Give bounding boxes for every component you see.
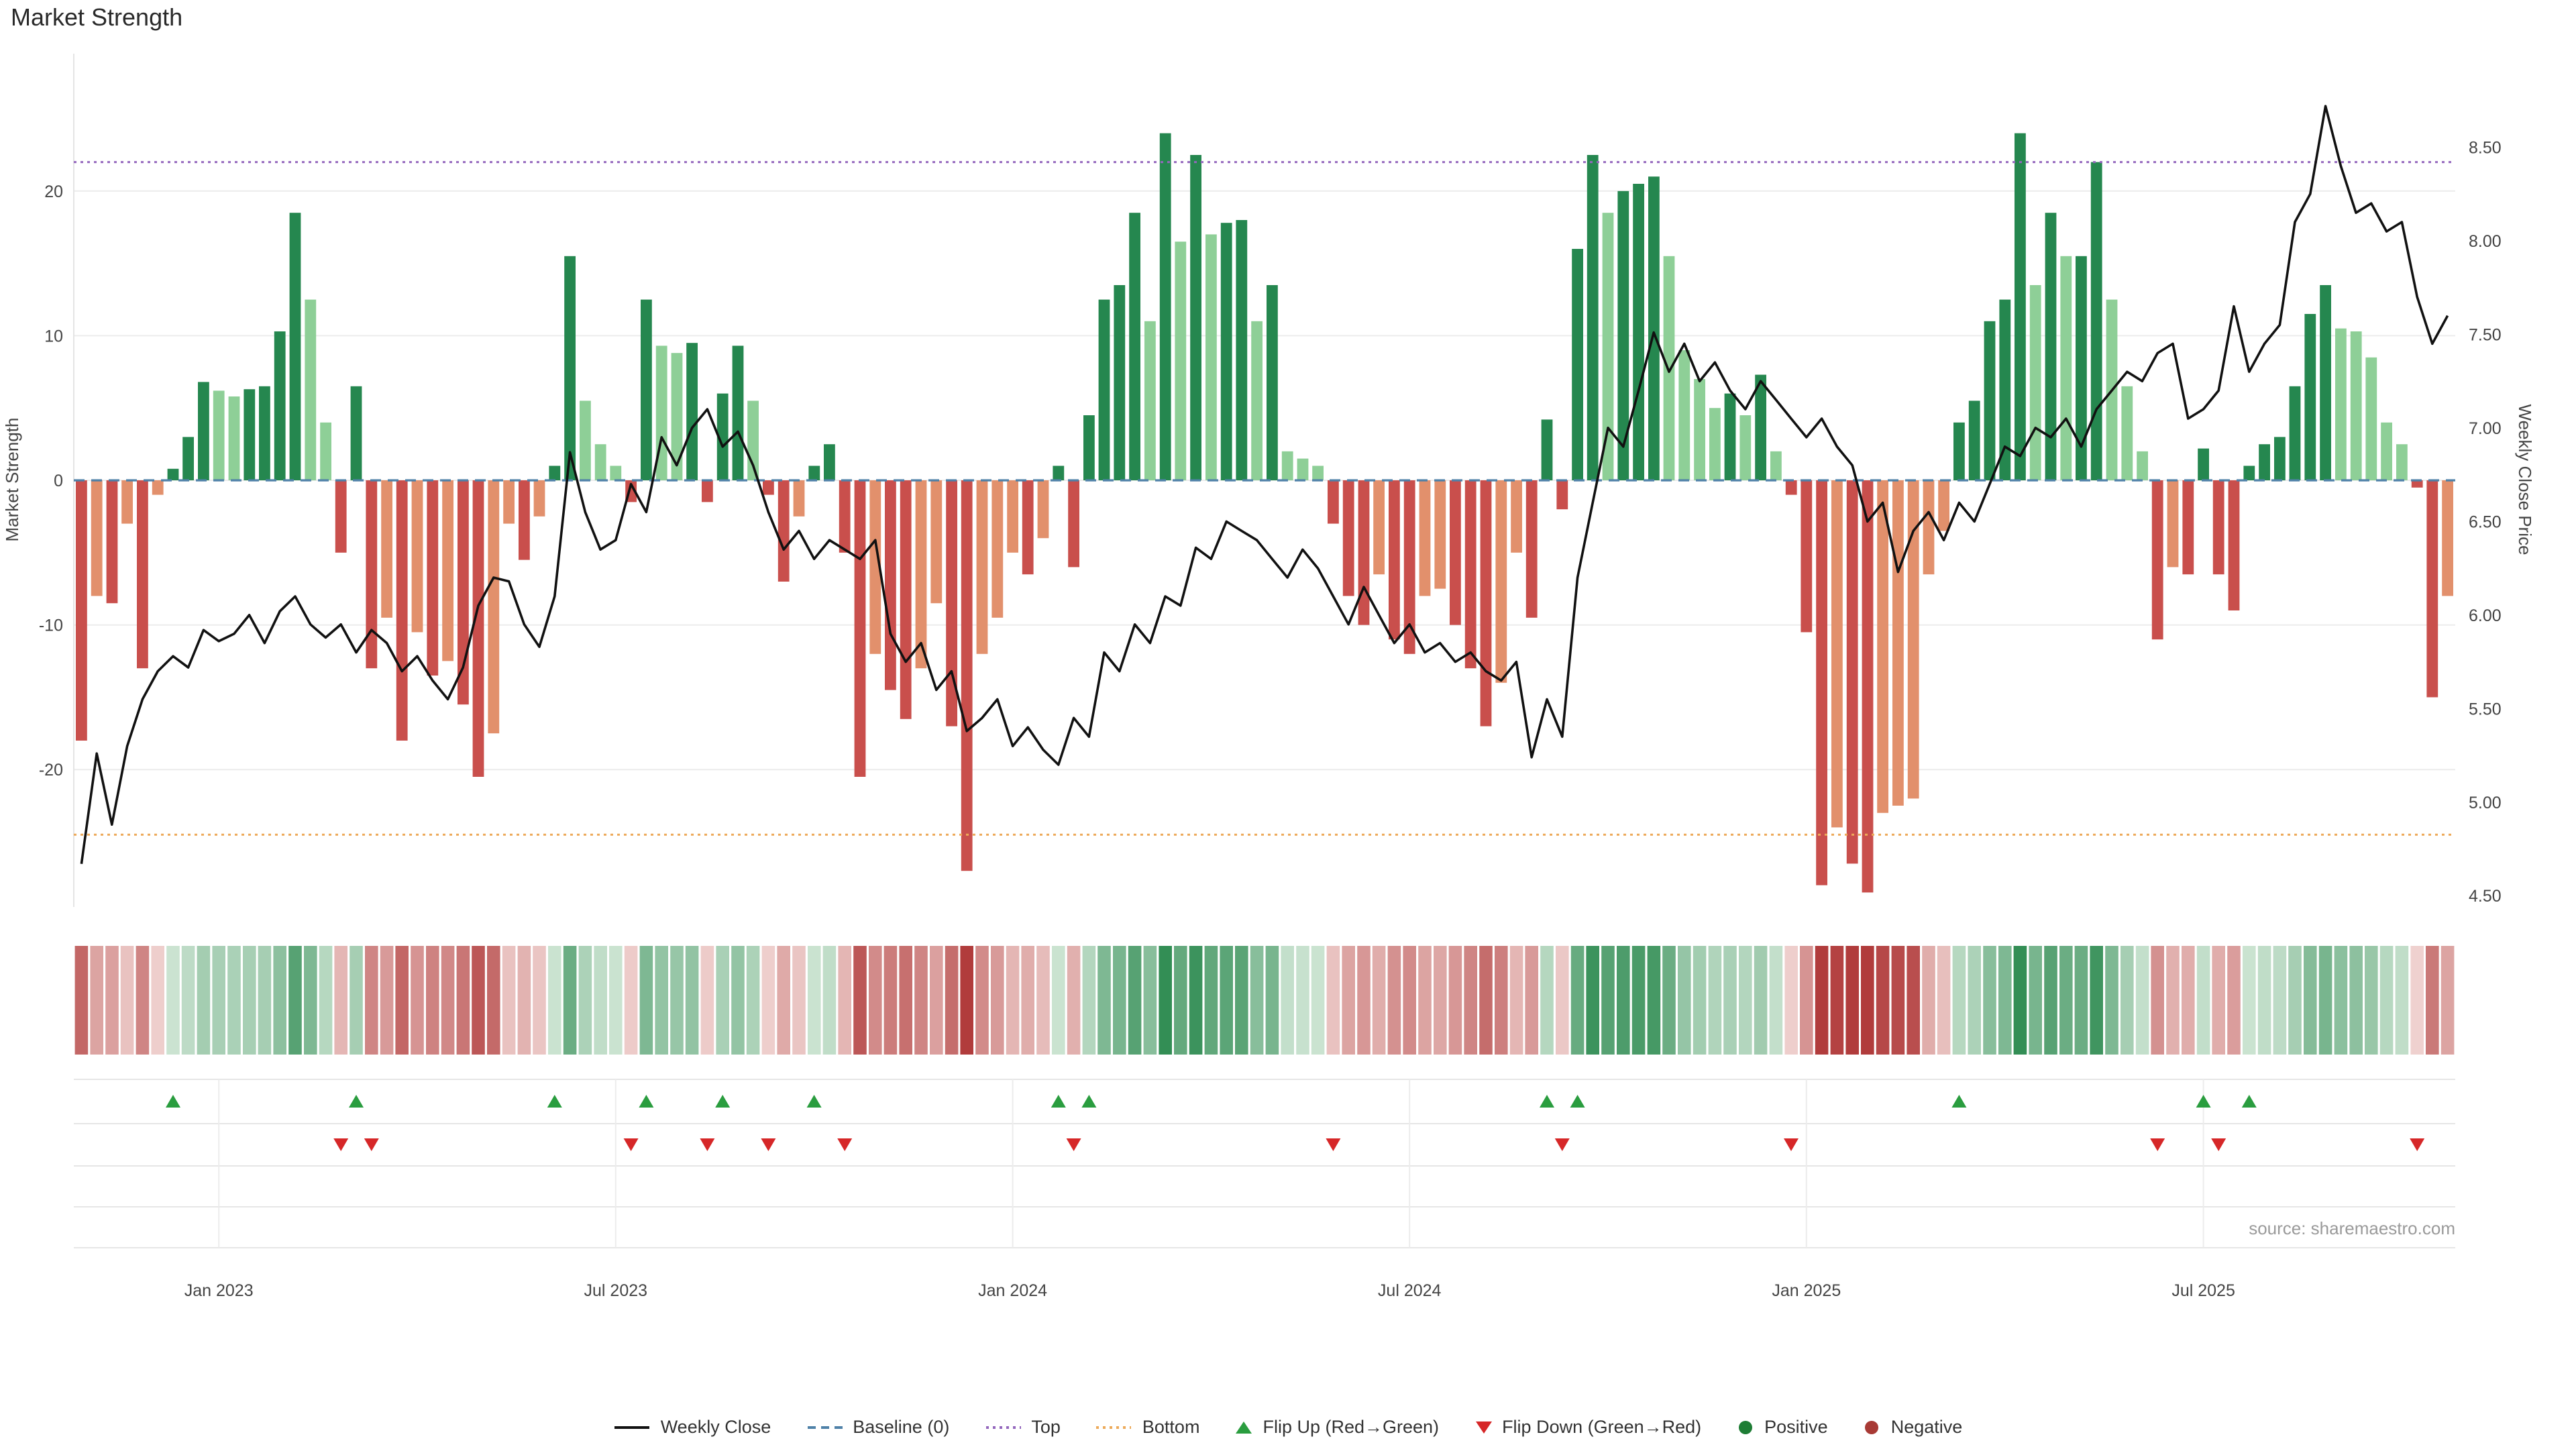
right-axis-title: Weekly Close Price	[2515, 404, 2535, 555]
svg-text:7.50: 7.50	[2469, 325, 2502, 344]
legend-label: Flip Down (Green→Red)	[1502, 1417, 1702, 1437]
left-axis-title: Market Strength	[2, 417, 22, 542]
legend-marker-icon	[984, 1419, 1022, 1435]
svg-text:0: 0	[54, 472, 63, 490]
svg-text:6.00: 6.00	[2469, 606, 2502, 625]
svg-text:7.00: 7.00	[2469, 419, 2502, 438]
svg-text:Jan 2025: Jan 2025	[1772, 1281, 1841, 1300]
left-axis-ticks: 20 10 0 -10 -20	[39, 182, 63, 780]
legend-label: Negative	[1890, 1417, 1963, 1437]
legend-item-positive[interactable]: Positive	[1736, 1417, 1828, 1437]
legend-marker-icon	[1095, 1419, 1133, 1435]
legend-label: Baseline (0)	[853, 1417, 950, 1437]
legend-item-negative[interactable]: Negative	[1863, 1417, 1963, 1437]
legend-item-flip-up-red-green[interactable]: Flip Up (Red→Green)	[1234, 1417, 1439, 1437]
legend-marker-icon	[1736, 1419, 1755, 1435]
x-tick-labels: Jan 2023 Jul 2023 Jan 2024 Jul 2024 Jan 2025…	[184, 1281, 2235, 1300]
legend-label: Weekly Close	[660, 1417, 771, 1437]
svg-text:Jul 2025: Jul 2025	[2171, 1281, 2235, 1300]
legend: Weekly Close Baseline (0) Top Bottom Flip Up…	[0, 1417, 2576, 1437]
source-credit: source: sharemaestro.com	[2249, 1218, 2455, 1238]
flip-up-markers	[166, 1095, 2257, 1108]
svg-text:10: 10	[44, 327, 63, 345]
legend-label: Bottom	[1142, 1417, 1200, 1437]
svg-text:-20: -20	[39, 761, 63, 780]
svg-text:8.50: 8.50	[2469, 138, 2502, 157]
marker-row-gridlines	[74, 1079, 2455, 1248]
legend-marker-icon	[1234, 1419, 1253, 1435]
flip-down-markers	[333, 1138, 2425, 1151]
legend-item-weekly-close[interactable]: Weekly Close	[614, 1417, 771, 1437]
legend-label: Flip Up (Red→Green)	[1263, 1417, 1440, 1437]
strength-heatmap	[74, 946, 2455, 1055]
svg-text:8.00: 8.00	[2469, 232, 2502, 251]
svg-text:5.50: 5.50	[2469, 700, 2502, 718]
svg-text:Jan 2023: Jan 2023	[184, 1281, 254, 1300]
legend-item-flip-down-green-red[interactable]: Flip Down (Green→Red)	[1474, 1417, 1701, 1437]
svg-text:Jan 2024: Jan 2024	[978, 1281, 1047, 1300]
legend-label: Top	[1031, 1417, 1061, 1437]
svg-text:20: 20	[44, 182, 63, 201]
legend-marker-icon	[806, 1419, 843, 1435]
svg-text:Jul 2024: Jul 2024	[1378, 1281, 1442, 1300]
legend-item-baseline-0[interactable]: Baseline (0)	[806, 1417, 949, 1437]
page-title: Market Strength	[11, 4, 183, 31]
main-chart-canvas[interactable]: 20 10 0 -10 -20 8.50 8.00 7.50 7.00 6.50 6.00 5.50 5…	[0, 0, 2576, 1355]
legend-item-top[interactable]: Top	[984, 1417, 1061, 1437]
weekly-close-line	[80, 105, 2449, 865]
svg-text:6.50: 6.50	[2469, 513, 2502, 531]
svg-text:-10: -10	[39, 616, 63, 635]
right-axis-ticks: 8.50 8.00 7.50 7.00 6.50 6.00 5.50 5.00 4.50	[2469, 138, 2502, 906]
strength-bars	[76, 133, 2453, 893]
svg-text:5.00: 5.00	[2469, 794, 2502, 812]
svg-text:Jul 2023: Jul 2023	[584, 1281, 648, 1300]
legend-label: Positive	[1764, 1417, 1828, 1437]
legend-marker-icon	[1474, 1419, 1493, 1435]
legend-marker-icon	[614, 1419, 651, 1435]
svg-text:4.50: 4.50	[2469, 887, 2502, 906]
legend-item-bottom[interactable]: Bottom	[1095, 1417, 1200, 1437]
legend-marker-icon	[1863, 1419, 1882, 1435]
